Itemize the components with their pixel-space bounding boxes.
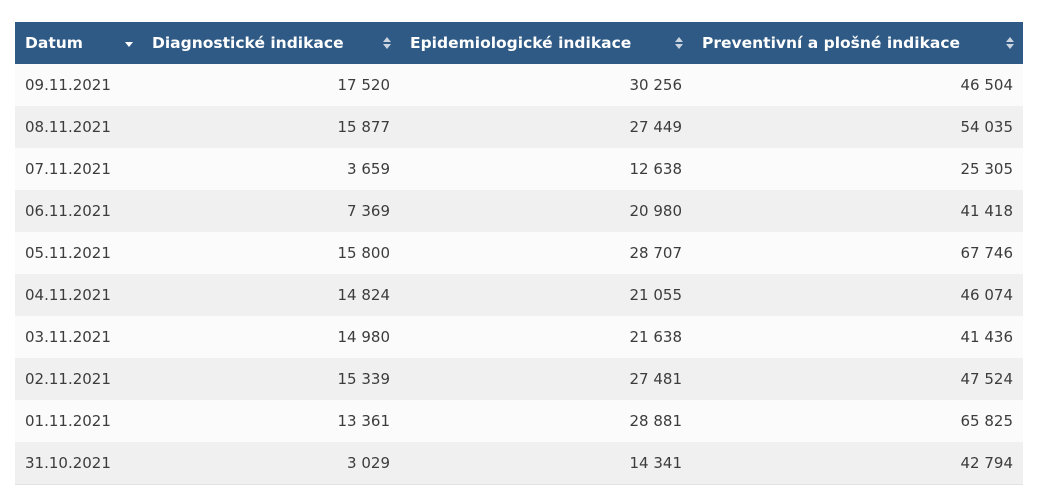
cell-preventivni: 54 035 xyxy=(960,118,1014,136)
column-header-diagnosticke[interactable]: Diagnostické indikace xyxy=(142,22,400,64)
cell-diagnosticke: 17 520 xyxy=(337,76,391,94)
cell-preventivni: 42 794 xyxy=(960,454,1014,472)
column-header-preventivni[interactable]: Preventivní a plošné indikace xyxy=(692,22,1023,64)
data-table-container: Datum Diagnostické indikace xyxy=(15,22,1023,485)
indications-table: Datum Diagnostické indikace xyxy=(15,22,1023,484)
sort-both-icon xyxy=(1006,36,1014,50)
sort-both-icon xyxy=(675,36,683,50)
column-header-label: Preventivní a plošné indikace xyxy=(702,34,961,53)
cell-preventivni: 41 418 xyxy=(960,202,1014,220)
table-row: 01.11.2021 13 361 28 881 65 825 xyxy=(15,400,1023,442)
cell-preventivni: 41 436 xyxy=(960,328,1014,346)
cell-datum: 07.11.2021 xyxy=(25,160,111,178)
cell-epidemiologicke: 20 980 xyxy=(629,202,683,220)
cell-diagnosticke: 15 877 xyxy=(337,118,391,136)
table-row: 07.11.2021 3 659 12 638 25 305 xyxy=(15,148,1023,190)
cell-preventivni: 65 825 xyxy=(960,412,1014,430)
sort-both-icon xyxy=(383,36,391,50)
table-row: 31.10.2021 3 029 14 341 42 794 xyxy=(15,442,1023,484)
table-row: 05.11.2021 15 800 28 707 67 746 xyxy=(15,232,1023,274)
cell-epidemiologicke: 28 707 xyxy=(629,244,683,262)
cell-datum: 05.11.2021 xyxy=(25,244,111,262)
cell-epidemiologicke: 30 256 xyxy=(629,76,683,94)
cell-epidemiologicke: 21 055 xyxy=(629,286,683,304)
table-row: 06.11.2021 7 369 20 980 41 418 xyxy=(15,190,1023,232)
cell-epidemiologicke: 21 638 xyxy=(629,328,683,346)
table-row: 02.11.2021 15 339 27 481 47 524 xyxy=(15,358,1023,400)
column-header-label: Epidemiologické indikace xyxy=(410,34,632,53)
cell-preventivni: 67 746 xyxy=(960,244,1014,262)
cell-datum: 09.11.2021 xyxy=(25,76,111,94)
cell-epidemiologicke: 14 341 xyxy=(629,454,683,472)
cell-diagnosticke: 14 980 xyxy=(337,328,391,346)
column-header-datum[interactable]: Datum xyxy=(15,22,142,64)
cell-epidemiologicke: 28 881 xyxy=(629,412,683,430)
table-body: 09.11.2021 17 520 30 256 46 504 08.11.2021 15… xyxy=(15,64,1023,484)
cell-preventivni: 47 524 xyxy=(960,370,1014,388)
cell-diagnosticke: 15 339 xyxy=(337,370,391,388)
table-row: 08.11.2021 15 877 27 449 54 035 xyxy=(15,106,1023,148)
table-row: 04.11.2021 14 824 21 055 46 074 xyxy=(15,274,1023,316)
cell-diagnosticke: 3 659 xyxy=(347,160,390,178)
table-bottom-divider xyxy=(15,484,1023,485)
cell-epidemiologicke: 12 638 xyxy=(629,160,683,178)
cell-datum: 04.11.2021 xyxy=(25,286,111,304)
cell-epidemiologicke: 27 449 xyxy=(629,118,683,136)
column-header-label: Datum xyxy=(25,34,83,53)
cell-datum: 03.11.2021 xyxy=(25,328,111,346)
cell-diagnosticke: 15 800 xyxy=(337,244,391,262)
cell-preventivni: 46 074 xyxy=(960,286,1014,304)
cell-datum: 08.11.2021 xyxy=(25,118,111,136)
table-row: 09.11.2021 17 520 30 256 46 504 xyxy=(15,64,1023,106)
cell-diagnosticke: 14 824 xyxy=(337,286,391,304)
table-header: Datum Diagnostické indikace xyxy=(15,22,1023,64)
cell-preventivni: 25 305 xyxy=(960,160,1014,178)
column-header-label: Diagnostické indikace xyxy=(152,34,344,53)
cell-epidemiologicke: 27 481 xyxy=(629,370,683,388)
cell-datum: 02.11.2021 xyxy=(25,370,111,388)
cell-diagnosticke: 13 361 xyxy=(337,412,391,430)
cell-diagnosticke: 7 369 xyxy=(347,202,390,220)
cell-datum: 31.10.2021 xyxy=(25,454,111,472)
cell-diagnosticke: 3 029 xyxy=(347,454,390,472)
cell-datum: 06.11.2021 xyxy=(25,202,111,220)
header-row: Datum Diagnostické indikace xyxy=(15,22,1023,64)
cell-preventivni: 46 504 xyxy=(960,76,1014,94)
cell-datum: 01.11.2021 xyxy=(25,412,111,430)
table-row: 03.11.2021 14 980 21 638 41 436 xyxy=(15,316,1023,358)
sort-desc-icon xyxy=(125,36,133,50)
column-header-epidemiologicke[interactable]: Epidemiologické indikace xyxy=(400,22,692,64)
